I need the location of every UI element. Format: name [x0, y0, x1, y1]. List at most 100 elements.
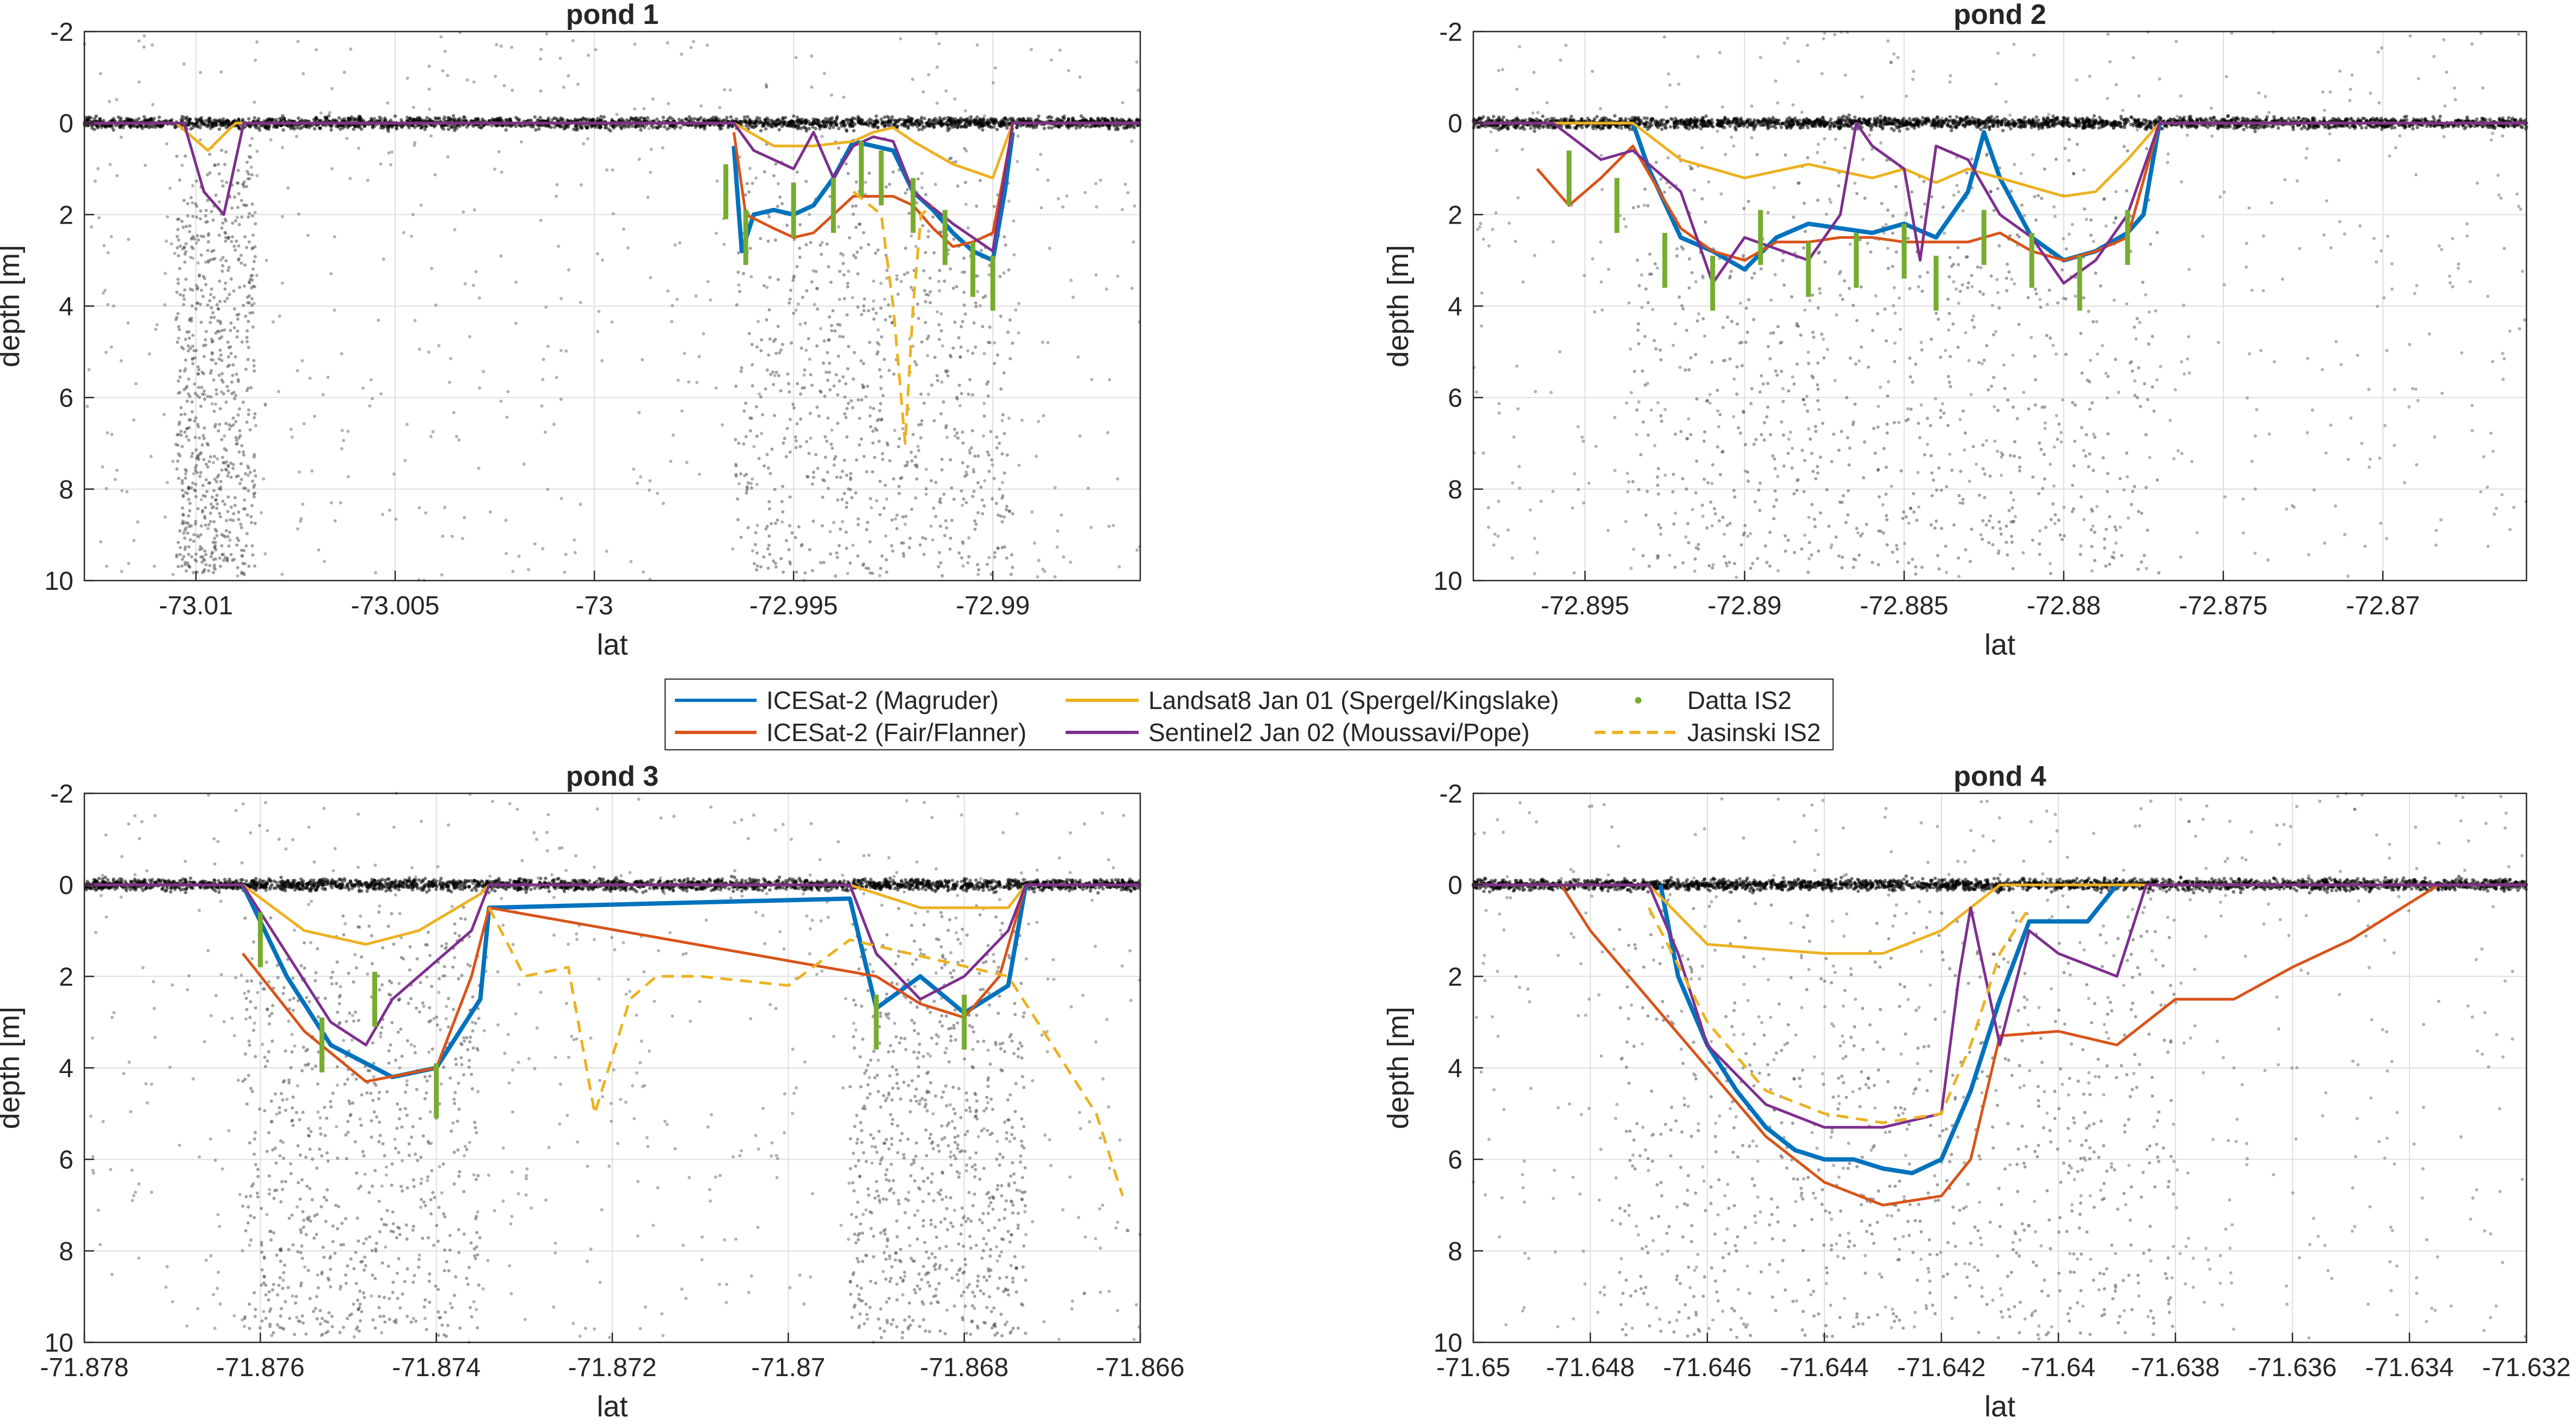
photon-point [672, 433, 675, 437]
photon-point [200, 498, 204, 502]
photon-point [781, 116, 785, 120]
photon-point [198, 436, 201, 440]
photon-point [839, 252, 843, 256]
photon-point [931, 215, 935, 219]
photon-point [96, 167, 100, 170]
photon-point [482, 369, 485, 373]
photon-point [673, 243, 677, 247]
photon-point [462, 210, 465, 214]
photon-point [919, 436, 923, 440]
photon-point [219, 479, 223, 483]
photon-point [876, 341, 880, 344]
photon-point [472, 80, 476, 84]
photon-point [213, 425, 217, 429]
photon-point [788, 495, 792, 499]
photon-point [89, 116, 93, 120]
photon-point [175, 155, 179, 158]
photon-point [992, 477, 996, 480]
photon-point [839, 527, 843, 531]
photon-point [647, 127, 651, 131]
photon-point [248, 177, 251, 181]
photon-point [239, 261, 243, 265]
photon-point [517, 554, 521, 558]
photon-point [300, 359, 304, 362]
photon-point [171, 572, 175, 576]
photon-point [680, 52, 684, 56]
photon-point [1055, 116, 1060, 121]
photon-point [213, 540, 217, 544]
photon-point [196, 238, 200, 242]
photon-point [944, 89, 948, 93]
photon-point [742, 272, 746, 275]
photon-point [176, 459, 180, 463]
photon-point [847, 344, 851, 348]
photon-point [828, 361, 832, 365]
photon-point [715, 179, 719, 183]
photon-point [885, 276, 889, 280]
photon-point [769, 472, 772, 476]
photon-point [879, 386, 883, 390]
photon-point [402, 231, 405, 235]
photon-point [796, 302, 800, 306]
photon-point [176, 278, 180, 281]
photon-point [451, 534, 454, 538]
photon-point [221, 500, 225, 503]
photon-point [537, 127, 541, 131]
photon-point [1056, 529, 1060, 533]
photon-point [179, 546, 182, 550]
photon-point [253, 100, 256, 104]
photon-point [722, 243, 726, 246]
photon-point [771, 125, 775, 129]
photon-point [816, 307, 819, 311]
photon-point [185, 385, 189, 389]
photon-point [774, 565, 778, 569]
photon-point [247, 408, 250, 412]
photon-point [800, 121, 804, 125]
photon-point [798, 445, 802, 448]
photon-point [223, 434, 226, 438]
photon-point [843, 491, 846, 495]
photon-point [329, 128, 333, 132]
photon-point [1050, 115, 1054, 120]
photon-point [183, 154, 187, 158]
photon-point [1009, 116, 1013, 120]
photon-point [147, 126, 151, 130]
photon-point [845, 501, 849, 504]
x-tick-label: -72.99 [956, 591, 1030, 620]
photon-point [345, 137, 349, 140]
photon-point [930, 479, 933, 483]
photon-point [745, 472, 748, 476]
photon-point [749, 275, 753, 279]
photon-point [250, 246, 254, 250]
photon-point [809, 241, 813, 244]
photon-point [921, 90, 925, 94]
photon-point [206, 443, 210, 447]
photon-point [971, 495, 975, 498]
photon-point [773, 374, 777, 377]
photon-point [976, 572, 980, 576]
photon-point [1000, 496, 1004, 500]
photon-point [110, 433, 114, 436]
photon-point [844, 531, 848, 534]
photon-point [187, 552, 190, 556]
photon-point [844, 162, 848, 166]
photon-point [820, 524, 824, 528]
photon-point [937, 565, 940, 569]
photon-point [247, 473, 250, 477]
photon-point [900, 476, 903, 479]
photon-point [204, 214, 207, 218]
photon-point [641, 358, 644, 362]
photon-point [968, 378, 972, 381]
photon-point [959, 345, 963, 349]
photon-point [1015, 126, 1019, 130]
photon-point [766, 566, 770, 570]
photon-point [495, 43, 499, 46]
photon-point [226, 465, 230, 468]
photon-point [792, 311, 796, 315]
photon-point [248, 428, 252, 431]
photon-point [192, 539, 195, 543]
photon-point [247, 172, 250, 176]
photon-point [750, 343, 754, 347]
photon-point [746, 486, 749, 490]
photon-point [292, 125, 296, 130]
